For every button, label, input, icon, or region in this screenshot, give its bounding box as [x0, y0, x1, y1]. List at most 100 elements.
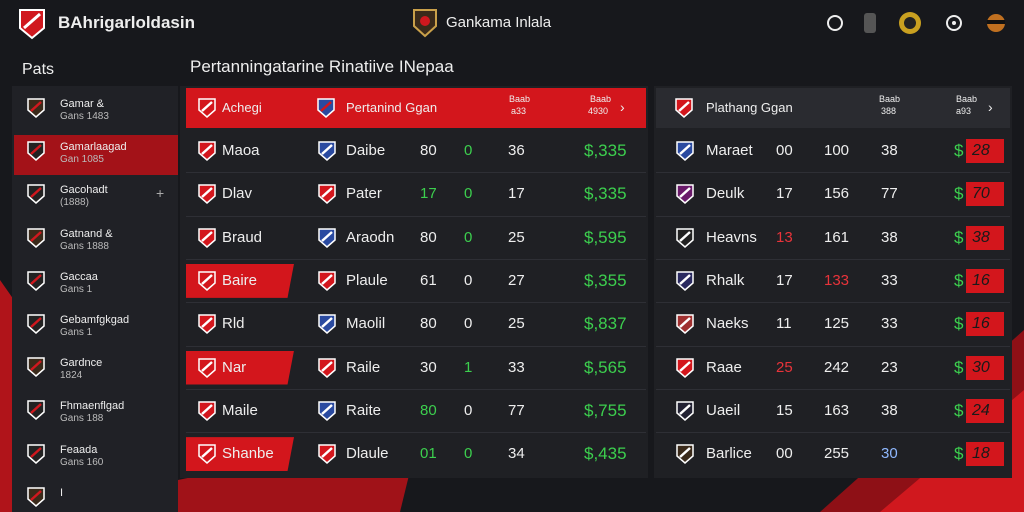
stat: 242 [824, 358, 850, 376]
team-name: Maraet [706, 142, 753, 159]
stat: 0 [464, 271, 473, 289]
crest-shape [318, 141, 336, 161]
sidebar-icon [27, 400, 45, 425]
row-divider [186, 345, 646, 347]
stat: 00 [776, 142, 793, 159]
crest-shape [198, 444, 216, 465]
crest-shape [198, 98, 216, 118]
row-divider [186, 302, 646, 304]
crest-shape [317, 98, 335, 118]
sidebar-item-sub: Gans 160 [60, 456, 104, 468]
crest [198, 184, 216, 209]
sidebar-title: Pats [22, 61, 55, 78]
value-badge [966, 312, 1004, 337]
value-badge [966, 182, 1004, 207]
stat: 77 [881, 185, 898, 203]
stat: 00 [776, 445, 793, 463]
sidebar-item-sub: 1824 [60, 370, 83, 382]
amount: $,837 [584, 314, 627, 334]
team-name: Heavns [706, 228, 757, 246]
crest-shape [198, 314, 216, 335]
header-cell: Pertanind Ggan [346, 100, 438, 115]
crest-shape [318, 357, 336, 378]
crest [318, 401, 336, 426]
team-name: Braud [222, 228, 263, 246]
crest-shape [676, 227, 694, 248]
badge-value: 16 [972, 315, 990, 333]
sidebar-icon [27, 271, 45, 296]
badge-value: 24 [972, 401, 990, 419]
table2-panel [654, 86, 1012, 478]
crest [198, 444, 216, 469]
stat: 0 [464, 401, 473, 419]
crest [318, 357, 336, 383]
crest [318, 444, 336, 469]
crest-shape [27, 400, 45, 421]
toolbar-icons[interactable] [824, 10, 1014, 36]
main-title: Pertanningatarine Rinatiive INepaa [190, 57, 454, 76]
badge-value: 38 [972, 228, 990, 246]
crest [318, 271, 336, 296]
amount: $,335 [584, 141, 627, 160]
sidebar-item-sub: Gans 1888 [60, 240, 109, 252]
stat: 33 [508, 358, 525, 376]
crest-shape [676, 314, 694, 335]
crest [676, 184, 694, 209]
stat: 80 [420, 228, 437, 246]
team-name: Dlav [222, 185, 253, 203]
crest [676, 357, 694, 383]
team-name: Shanbe [222, 445, 274, 463]
opponent-name: Raile [346, 358, 381, 376]
stat: 27 [508, 271, 525, 289]
badge-value: 28 [972, 142, 990, 159]
crest [676, 141, 694, 166]
header-cell: Plathang Ggan [706, 100, 793, 115]
header-chevron: › [620, 99, 625, 115]
crest-shape [27, 184, 45, 205]
opponent-name: Pater [346, 185, 382, 203]
team-name: Uaeil [706, 401, 741, 419]
badge-value: 16 [972, 271, 990, 289]
row-divider [186, 432, 646, 434]
stat: 25 [776, 358, 793, 376]
stat: 125 [824, 315, 850, 333]
currency: $ [954, 184, 964, 204]
table1-header [186, 88, 646, 128]
sidebar-item-name: Gatnand & [60, 227, 113, 240]
row-divider [186, 258, 646, 260]
stat: 30 [420, 358, 437, 376]
stat: 38 [881, 401, 898, 419]
header-cell: a33 [511, 106, 527, 116]
crest-shape [27, 314, 45, 334]
currency: $ [954, 400, 964, 420]
row-divider [656, 388, 1010, 390]
crest [318, 141, 336, 166]
stat: 17 [776, 185, 793, 203]
currency: $ [954, 270, 964, 290]
stat: 33 [881, 315, 898, 333]
crest [198, 271, 216, 296]
currency: $ [954, 314, 964, 334]
stat: 80 [420, 401, 437, 419]
center-logo [413, 9, 437, 38]
value-badge [966, 225, 1004, 250]
stat: 1 [464, 358, 473, 376]
stat: 15 [776, 401, 793, 419]
row-divider [186, 172, 646, 174]
stat: 100 [824, 142, 850, 159]
row-divider [656, 345, 1010, 347]
amount: $,435 [584, 444, 627, 464]
crest [317, 98, 335, 123]
sidebar-icon [27, 141, 45, 166]
stat: 0 [464, 315, 473, 333]
opponent-name: Daibe [346, 142, 386, 159]
team-name: Nar [222, 358, 247, 376]
stat: 25 [508, 315, 525, 333]
stat: 0 [464, 142, 473, 159]
sidebar-item-name: Gebamfgkgad [60, 314, 130, 326]
sidebar-item-name: Gamar & [60, 98, 105, 110]
crest-shape [676, 444, 694, 465]
amount: $,595 [584, 227, 627, 247]
stat: 36 [508, 142, 525, 159]
crest-shape [318, 184, 336, 205]
